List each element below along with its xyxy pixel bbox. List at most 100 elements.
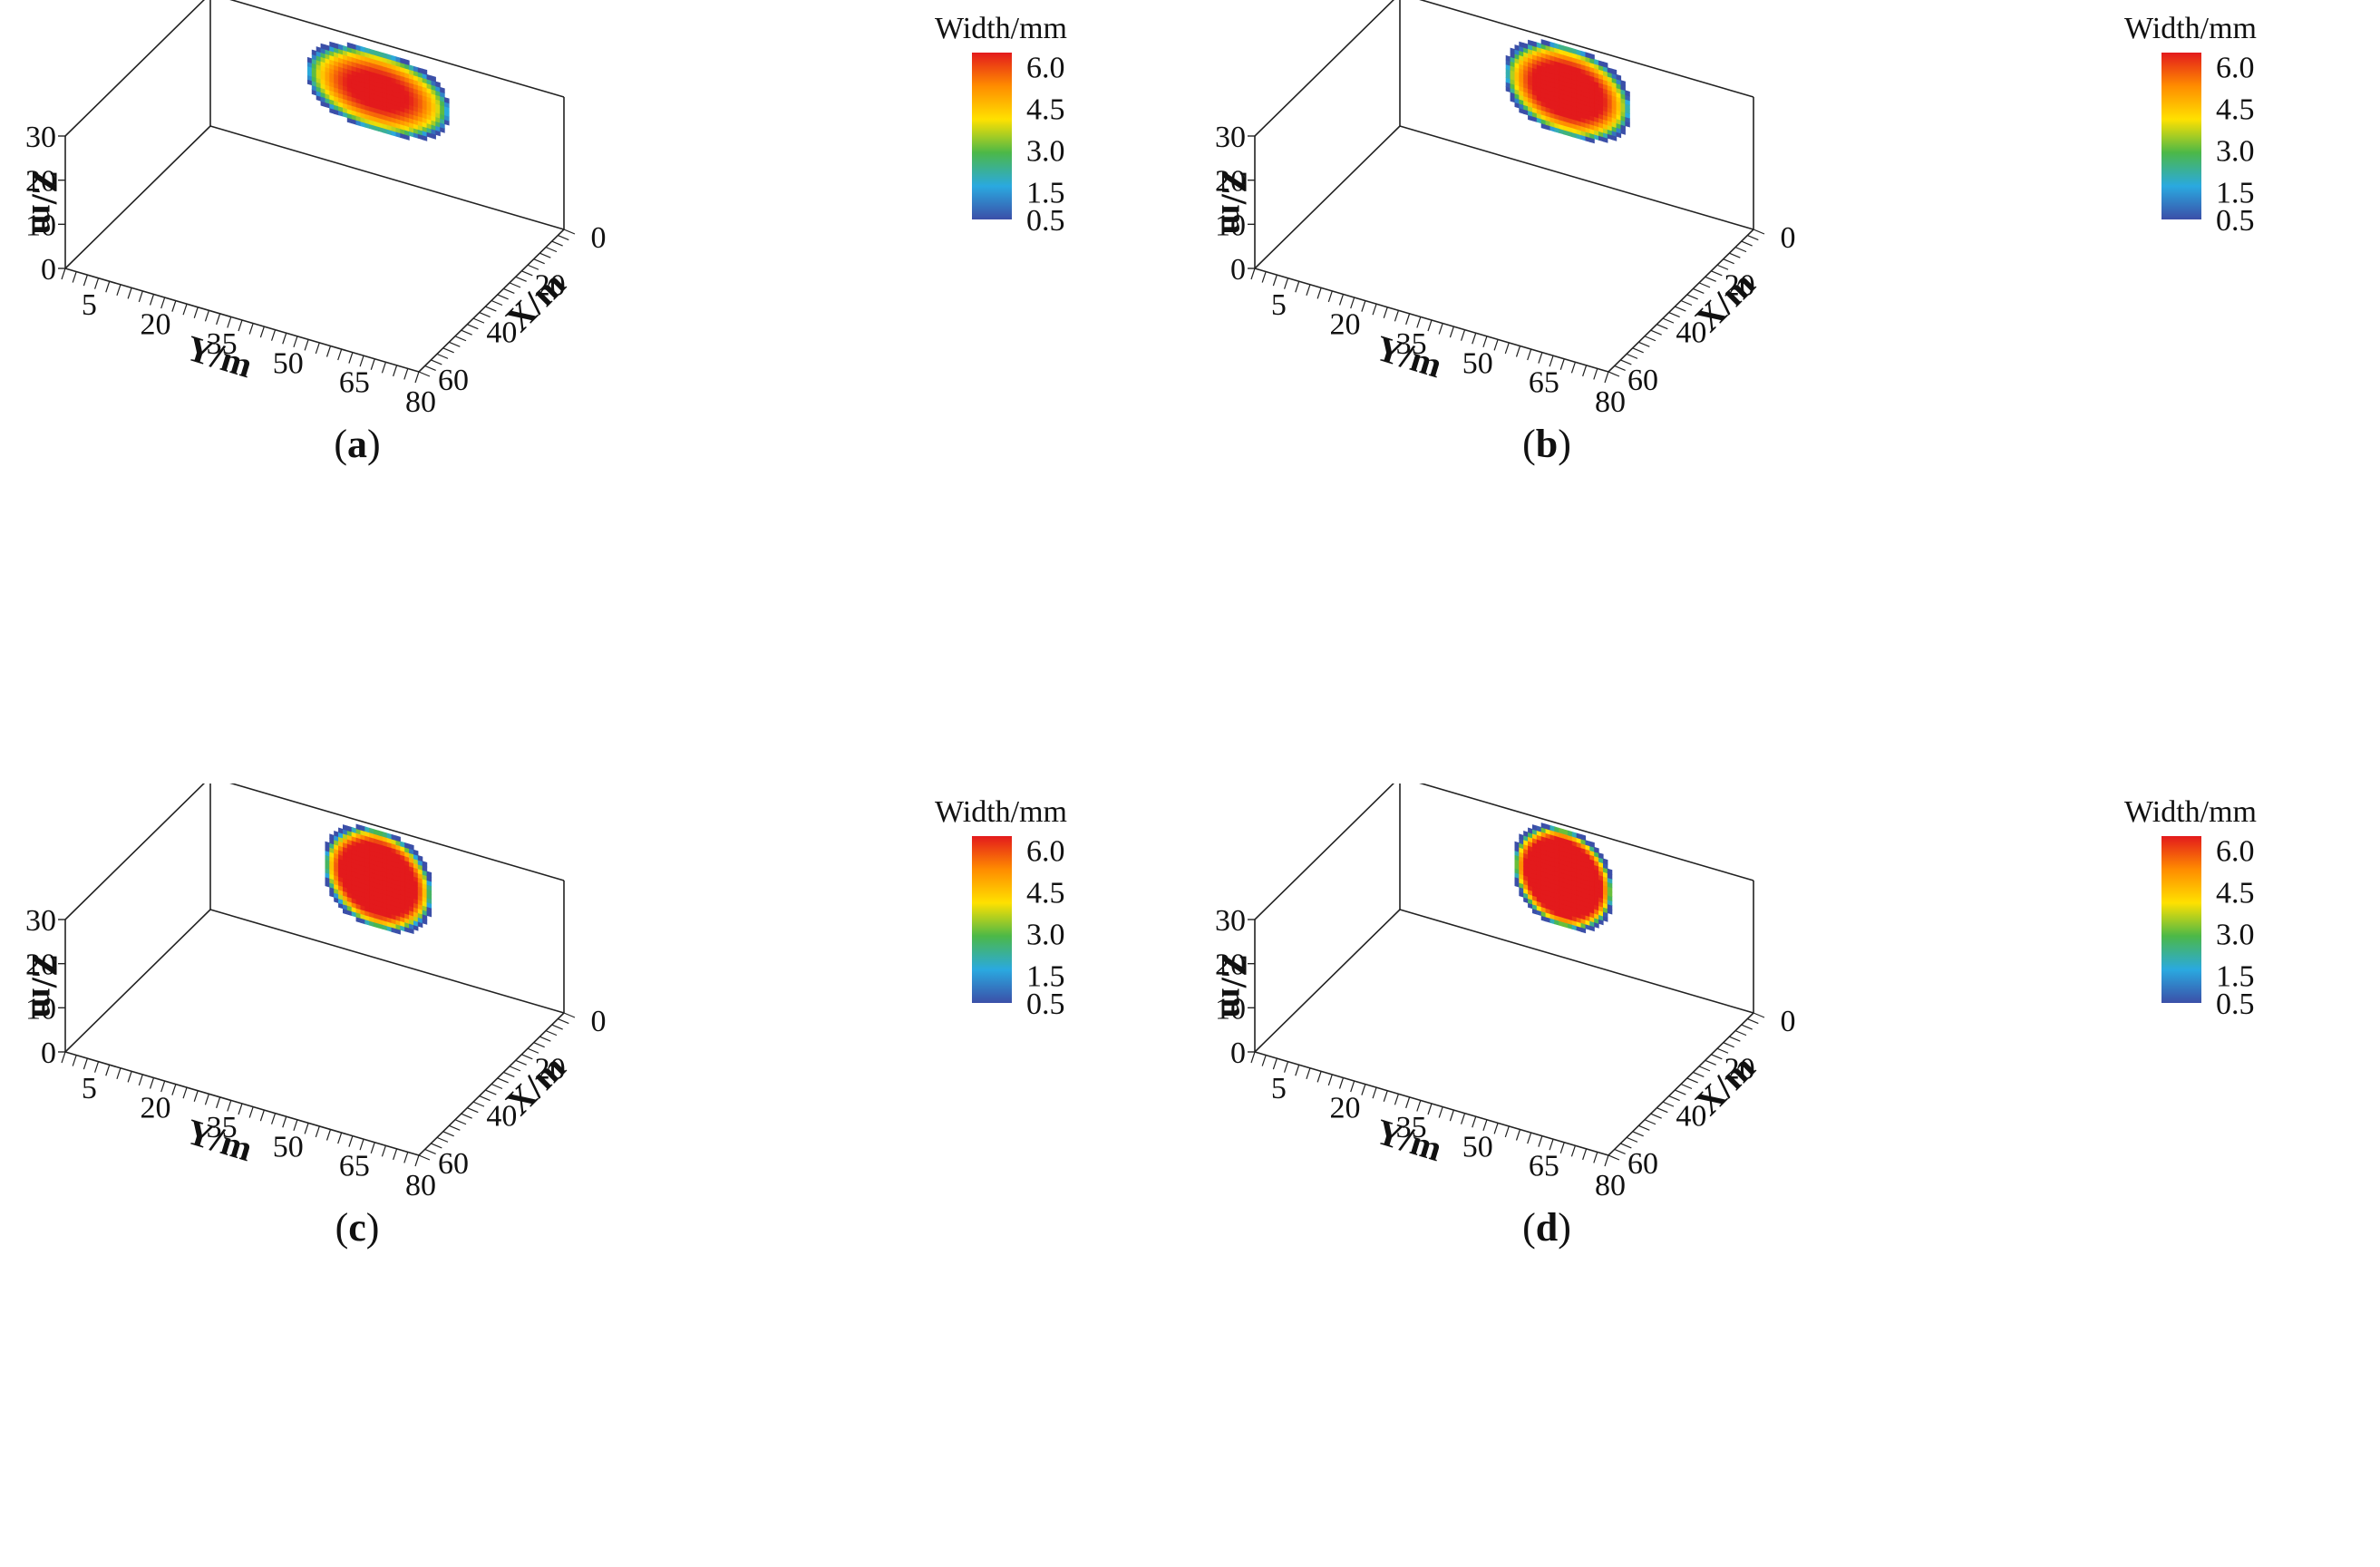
fracture-cell xyxy=(417,854,423,862)
y-tick-mark xyxy=(1272,274,1277,287)
colorbar-tick-label: 4.5 xyxy=(2216,92,2255,126)
colorbar xyxy=(2161,53,2201,219)
fracture-cell xyxy=(1563,45,1569,53)
y-tick-mark xyxy=(216,313,221,326)
fracture-cell xyxy=(382,52,388,59)
y-tick-mark xyxy=(1261,1055,1267,1066)
fracture-cell xyxy=(1567,46,1573,54)
fracture-cell xyxy=(351,826,357,833)
y-tick-mark xyxy=(282,1116,287,1128)
left-floor-edge xyxy=(1254,125,1401,269)
x-tick-mark xyxy=(436,1136,449,1143)
fracture-cell xyxy=(1528,827,1533,834)
x-tick-mark xyxy=(1705,276,1716,282)
y-tick-mark xyxy=(248,1106,254,1118)
fracture-cell xyxy=(325,44,330,52)
y-tick-mark xyxy=(1416,1100,1422,1112)
y-tick-mark xyxy=(1593,368,1598,380)
chart-svg: 5203550658002040600102030Z/mY/mX/mWidth/… xyxy=(1214,0,2257,466)
fracture-cell xyxy=(306,56,313,63)
y-tick-mark xyxy=(1559,1142,1565,1153)
fracture-cell xyxy=(1580,50,1587,57)
fracture-cell xyxy=(1607,868,1613,875)
y-tick-mark xyxy=(105,281,111,293)
y-tick-label: 5 xyxy=(1271,288,1287,322)
fracture-cell xyxy=(1567,830,1573,837)
y-tick-mark xyxy=(238,319,243,332)
x-tick-mark xyxy=(558,234,569,241)
x-tick-mark xyxy=(1686,1077,1698,1084)
chart-panel-c: 5 20 35 50 65 80 0 20 40 60 0 10 20 30 Z/m Y/m X/m Width/… xyxy=(0,784,1190,1567)
fracture-cell xyxy=(395,56,401,63)
x-tick-mark xyxy=(1614,1148,1626,1155)
x-tick-mark xyxy=(539,1036,551,1042)
z-axis-title: Z/m xyxy=(1214,953,1255,1017)
y-tick-mark xyxy=(1482,1119,1488,1132)
colorbar-tick-label: 3.0 xyxy=(1026,918,1065,951)
fracture-cell xyxy=(400,57,405,64)
y-tick-mark xyxy=(1438,323,1443,335)
x-tick-mark xyxy=(1753,229,1765,235)
y-tick-label: 5 xyxy=(82,1072,97,1105)
y-tick-label: 20 xyxy=(1330,308,1361,342)
x-tick-mark xyxy=(1650,329,1662,336)
caption-letter: d xyxy=(1536,1205,1558,1250)
fracture-map xyxy=(325,823,432,935)
fracture-cell xyxy=(334,43,339,50)
fracture-cell xyxy=(369,48,374,55)
y-tick-label: 20 xyxy=(141,308,171,342)
fracture-cell xyxy=(1616,73,1622,81)
fracture-cell xyxy=(1589,841,1595,848)
x-tick-mark xyxy=(539,252,551,258)
colorbar-tick-label: 1.5 xyxy=(2216,959,2255,993)
fracture-cell xyxy=(1554,43,1559,50)
x-tick-mark xyxy=(1632,1131,1644,1137)
fracture-cell xyxy=(1589,53,1595,60)
fracture-cell xyxy=(1536,42,1542,49)
y-tick-label: 80 xyxy=(405,385,436,419)
y-tick-mark xyxy=(337,1132,343,1144)
y-tick-mark xyxy=(359,1138,364,1151)
fracture-cell xyxy=(325,841,330,848)
x-tick-label: 40 xyxy=(486,316,517,350)
x-tick-mark xyxy=(533,1042,545,1048)
y-tick-mark xyxy=(315,342,320,355)
y-tick-mark xyxy=(93,1061,100,1073)
caption-open: ( xyxy=(1522,422,1536,466)
fracture-cell xyxy=(1514,841,1520,848)
y-tick-mark xyxy=(1559,358,1565,370)
x-tick-mark xyxy=(461,1113,472,1119)
panel-caption: (b) xyxy=(1522,422,1571,466)
y-tick-mark xyxy=(61,268,66,280)
x-tick-mark xyxy=(1644,1119,1656,1125)
fracture-cell xyxy=(342,45,348,52)
x-tick-mark xyxy=(1711,1054,1723,1060)
y-tick-mark xyxy=(414,1154,420,1167)
fracture-cell xyxy=(346,825,353,832)
y-tick-mark xyxy=(1504,1125,1510,1138)
x-tick-mark xyxy=(1680,299,1693,307)
panel-caption: (c) xyxy=(335,1205,380,1250)
y-tick-label: 35 xyxy=(207,1111,238,1144)
x-tick-mark xyxy=(418,1154,431,1161)
x-tick-mark xyxy=(1693,1071,1705,1077)
z-tick-label: 20 xyxy=(1215,165,1246,199)
colorbar-tick-label: 3.0 xyxy=(2216,134,2255,168)
fracture-cell xyxy=(409,64,414,72)
fracture-cell xyxy=(1549,824,1555,832)
y-axis-title: Y/m xyxy=(181,327,257,385)
y-tick-mark xyxy=(93,277,100,289)
x-tick-mark xyxy=(467,324,479,330)
y-tick-mark xyxy=(282,333,287,345)
y-tick-mark xyxy=(1549,1138,1554,1151)
y-tick-mark xyxy=(1538,352,1543,364)
fracture-cell xyxy=(377,830,384,837)
y-minor-ticks xyxy=(61,1051,420,1167)
y-tick-mark xyxy=(1295,1065,1300,1076)
x-tick-mark xyxy=(1693,287,1705,294)
colorbar-title: Width/mm xyxy=(935,795,1067,829)
x-tick-label: 20 xyxy=(1724,1052,1755,1085)
x-tick-mark xyxy=(521,1054,533,1060)
y-tick-mark xyxy=(160,297,166,309)
x-tick-label: 20 xyxy=(535,268,566,302)
